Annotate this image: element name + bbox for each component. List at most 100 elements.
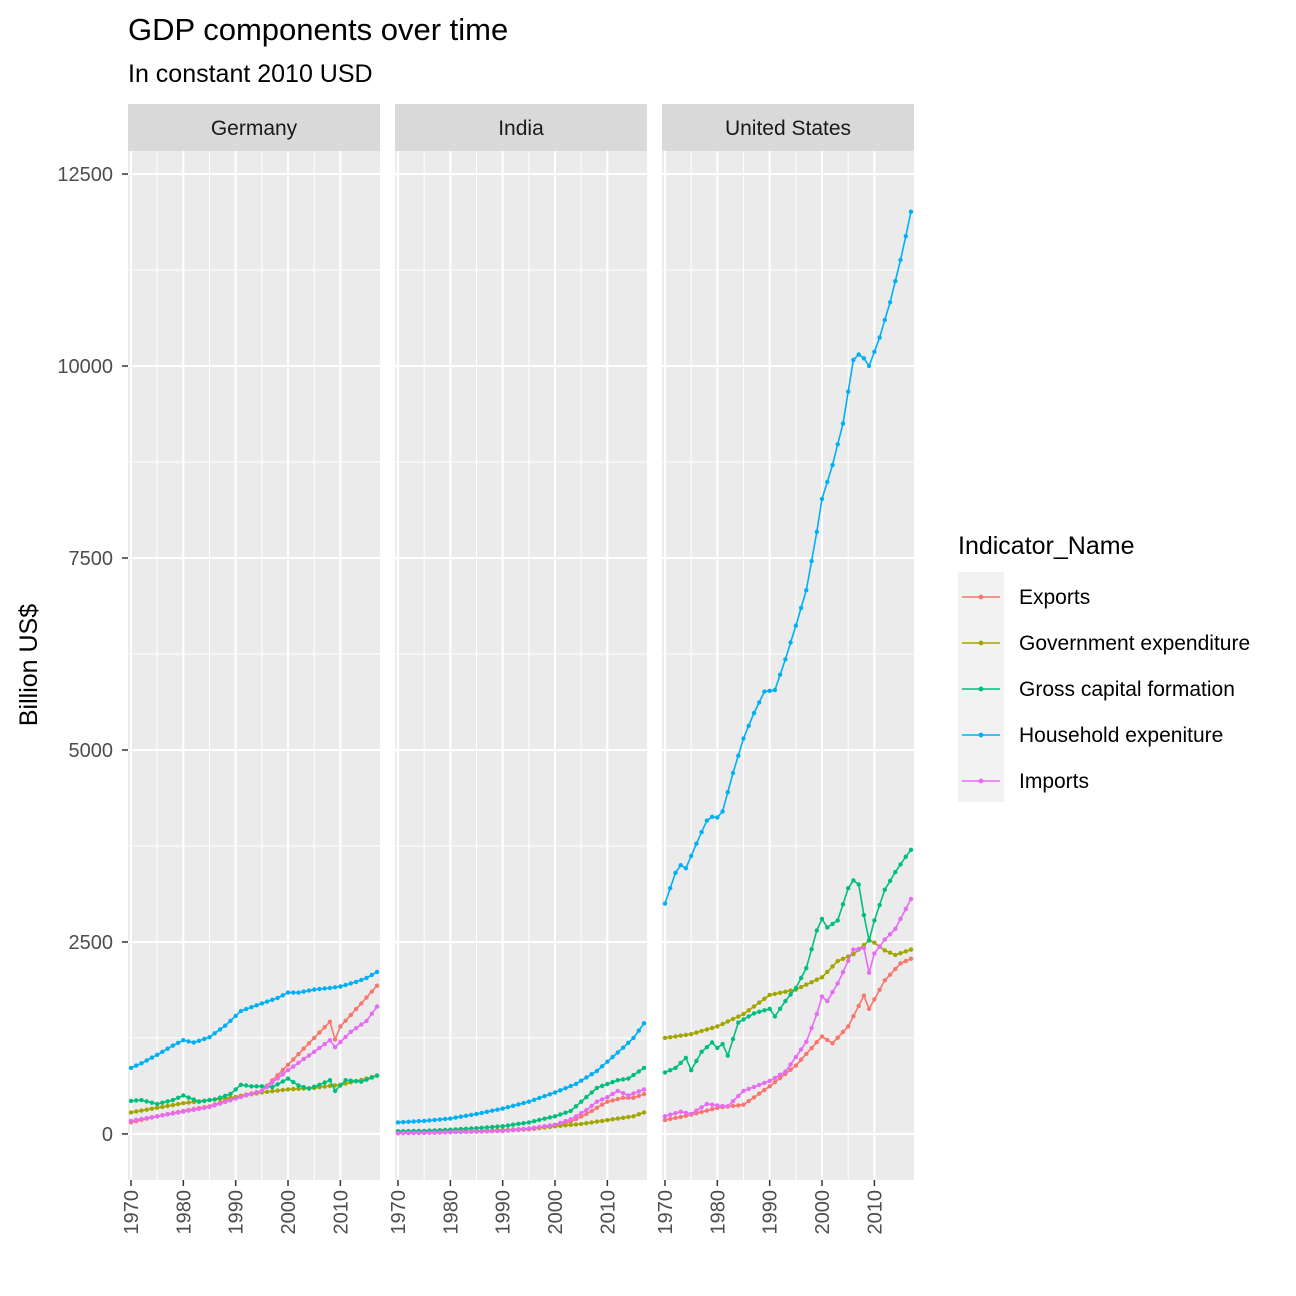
data-point [312, 1035, 317, 1041]
data-point [479, 1125, 484, 1131]
data-point [416, 1119, 422, 1124]
data-point [374, 1073, 380, 1078]
data-point [505, 1123, 511, 1128]
y-axis: 0 2500 5000 7500 10000 12500 [57, 164, 128, 1146]
data-point [547, 1092, 552, 1097]
data-point [893, 952, 898, 958]
data-point [736, 1014, 741, 1019]
data-point [510, 1127, 516, 1133]
data-point [599, 1118, 605, 1124]
data-point [872, 940, 877, 945]
data-point [348, 1012, 353, 1018]
x-tick-label: 2000 [278, 1190, 300, 1235]
data-point [830, 921, 835, 927]
data-point [453, 1129, 458, 1135]
legend-item-gross-capital-formation: Gross capital formation [962, 678, 1235, 701]
y-axis-title: Billion US$ [15, 604, 43, 726]
data-point [804, 1051, 809, 1057]
data-point [819, 1034, 825, 1039]
data-point [819, 916, 825, 922]
data-point [359, 1022, 364, 1027]
data-point [730, 770, 736, 776]
data-point [128, 1098, 134, 1104]
data-point [280, 993, 285, 998]
data-point [264, 1089, 270, 1095]
legend-label: Gross capital formation [1019, 678, 1235, 701]
data-point [882, 317, 887, 323]
data-point [615, 1096, 620, 1102]
x-tick-label: 1980 [440, 1190, 462, 1235]
data-point [877, 944, 882, 949]
data-point [510, 1122, 516, 1127]
data-point [908, 947, 914, 952]
data-point [155, 1114, 160, 1119]
chart-subtitle: In constant 2010 USD [128, 60, 373, 88]
data-point [558, 1088, 563, 1093]
data-point [725, 1104, 730, 1109]
data-point [662, 1035, 668, 1041]
data-point [767, 1006, 772, 1011]
x-tick-label: 2010 [597, 1190, 619, 1235]
data-point [835, 958, 840, 964]
data-point [689, 1111, 694, 1117]
data-point [149, 1055, 155, 1060]
data-point [175, 1110, 181, 1115]
data-point [741, 1011, 746, 1017]
data-point [814, 529, 819, 535]
data-point [903, 949, 908, 954]
data-point [322, 1025, 327, 1030]
data-point [772, 991, 778, 997]
data-point [704, 1108, 710, 1113]
data-point [636, 1069, 641, 1074]
data-point [270, 1089, 275, 1094]
data-point [254, 1084, 259, 1089]
data-point [678, 863, 683, 868]
data-point [547, 1123, 552, 1128]
data-point [369, 1075, 374, 1080]
data-point [579, 1078, 584, 1083]
data-point [699, 1105, 704, 1110]
data-point [327, 1078, 333, 1083]
data-point [217, 1095, 223, 1100]
data-point [207, 1035, 212, 1040]
data-point [631, 1095, 636, 1101]
data-point [223, 1093, 228, 1099]
data-point [270, 1080, 275, 1085]
data-point [882, 978, 887, 983]
data-point [134, 1098, 139, 1103]
data-point [155, 1101, 160, 1107]
data-point [599, 1097, 605, 1102]
data-point [605, 1081, 610, 1087]
data-point [217, 1101, 223, 1106]
data-point [343, 1034, 348, 1040]
data-point [641, 1087, 647, 1092]
data-point [830, 964, 835, 969]
data-point [757, 700, 762, 705]
data-point [291, 1086, 296, 1092]
data-point [484, 1129, 490, 1134]
data-point [463, 1113, 469, 1119]
data-point [181, 1109, 186, 1114]
data-point [699, 829, 704, 835]
data-point [777, 1075, 783, 1081]
data-point [887, 300, 893, 305]
data-point [249, 1084, 254, 1089]
data-point [908, 209, 914, 214]
data-point [777, 672, 783, 677]
data-point [673, 1111, 678, 1116]
data-point [165, 1112, 170, 1117]
data-point [689, 1068, 694, 1073]
data-point [668, 1112, 673, 1117]
data-point [908, 896, 914, 902]
data-point [579, 1111, 584, 1116]
data-point [243, 1083, 249, 1088]
data-point [694, 841, 699, 846]
legend: Indicator_Name Exports Government expendi… [958, 532, 1250, 802]
data-point [605, 1059, 610, 1064]
data-point [620, 1115, 626, 1121]
data-point [317, 1082, 322, 1088]
data-point [196, 1099, 202, 1104]
data-point [757, 1000, 762, 1005]
data-point [898, 916, 903, 922]
